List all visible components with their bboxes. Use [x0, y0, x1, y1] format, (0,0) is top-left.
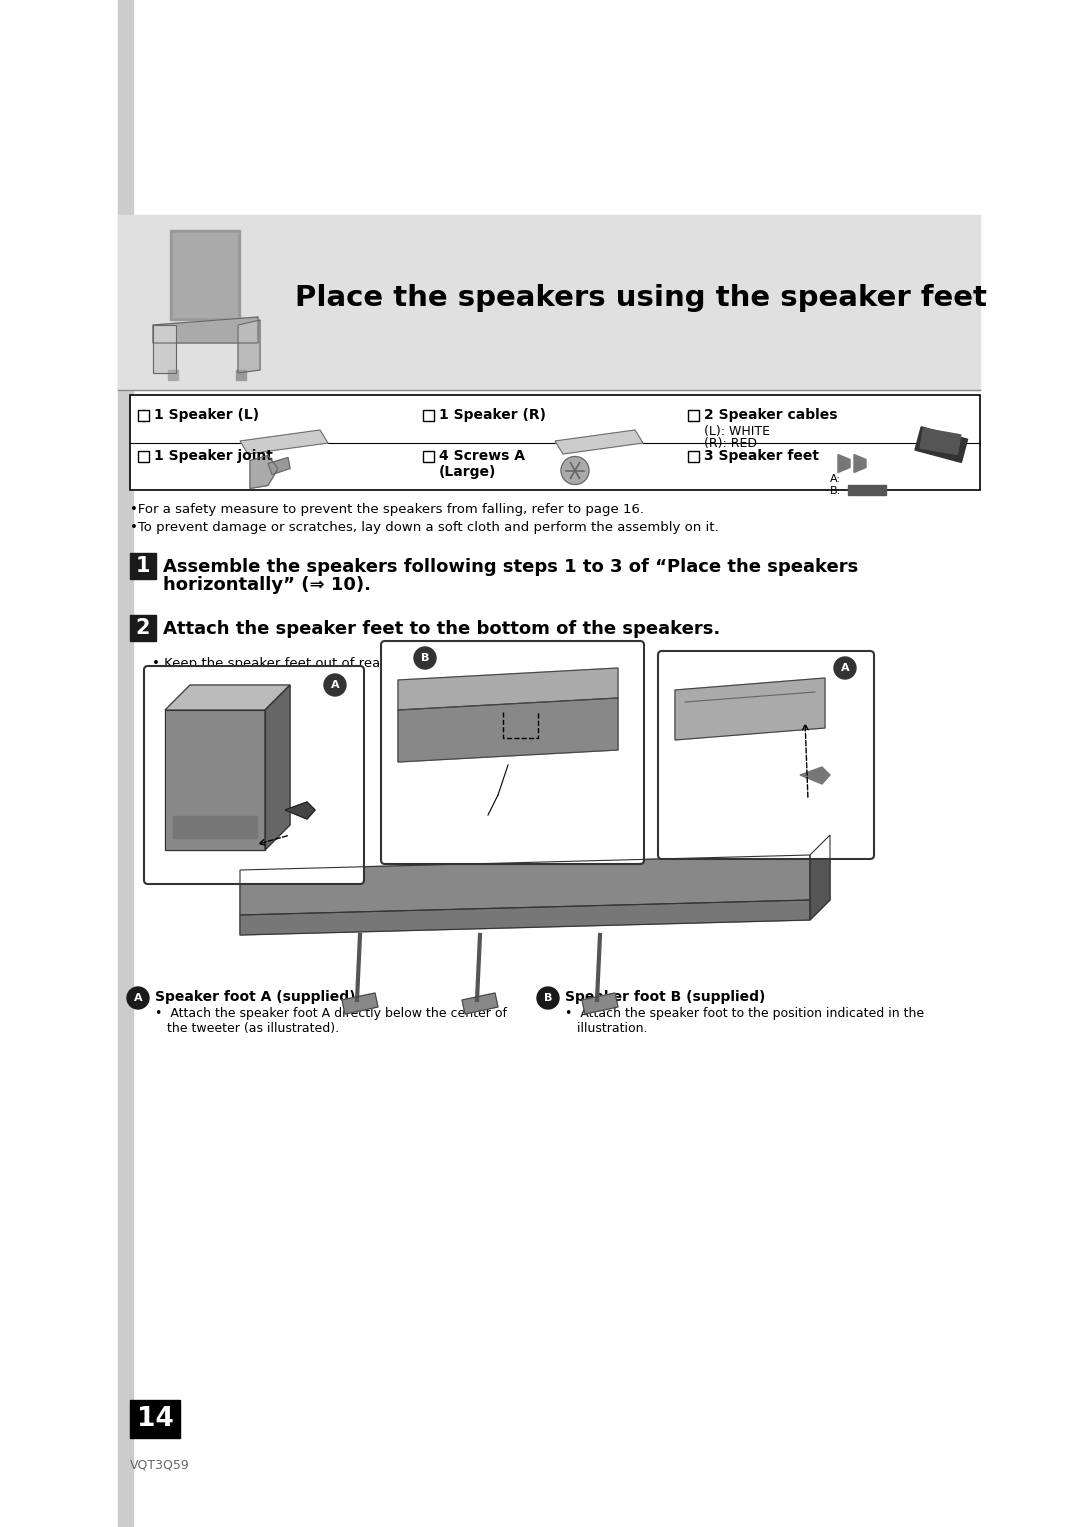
Bar: [915, 428, 968, 463]
Polygon shape: [165, 710, 265, 851]
Text: •  Attach the speaker foot A directly below the center of: • Attach the speaker foot A directly bel…: [156, 1006, 507, 1020]
Circle shape: [414, 647, 436, 669]
Polygon shape: [240, 855, 810, 915]
Text: Place the speakers using the speaker feet: Place the speakers using the speaker fee…: [295, 284, 987, 312]
Text: B: B: [544, 993, 552, 1003]
Polygon shape: [285, 802, 315, 818]
Polygon shape: [800, 767, 831, 783]
Bar: [423, 450, 434, 461]
Text: Speaker foot A (supplied): Speaker foot A (supplied): [156, 989, 355, 1003]
Text: 1 Speaker (R): 1 Speaker (R): [438, 409, 546, 423]
Polygon shape: [399, 667, 618, 710]
Polygon shape: [675, 678, 825, 741]
Bar: [237, 370, 246, 380]
FancyBboxPatch shape: [381, 641, 644, 864]
Text: A: A: [840, 663, 849, 673]
Polygon shape: [462, 993, 498, 1014]
Text: B: B: [421, 654, 429, 663]
Polygon shape: [399, 698, 618, 762]
Bar: [688, 411, 699, 421]
Bar: [130, 395, 980, 490]
Polygon shape: [555, 431, 643, 454]
Text: (Large): (Large): [438, 466, 497, 479]
Bar: [170, 231, 240, 321]
Text: VQT3Q59: VQT3Q59: [130, 1458, 190, 1471]
Text: 2: 2: [136, 618, 150, 638]
Bar: [173, 815, 257, 838]
Text: horizontally” (⇒ 10).: horizontally” (⇒ 10).: [163, 576, 372, 594]
Bar: [130, 1400, 180, 1438]
Polygon shape: [153, 318, 258, 344]
Bar: [118, 0, 133, 1527]
Text: A:: A:: [831, 473, 841, 484]
Bar: [423, 411, 434, 421]
Polygon shape: [810, 835, 831, 919]
FancyBboxPatch shape: [144, 666, 364, 884]
Bar: [168, 370, 178, 380]
Text: Attach the speaker feet to the bottom of the speakers.: Attach the speaker feet to the bottom of…: [163, 620, 720, 638]
Text: 1 Speaker joint: 1 Speaker joint: [154, 449, 273, 463]
Polygon shape: [240, 899, 810, 935]
Text: A: A: [134, 993, 143, 1003]
Text: 1 Speaker (L): 1 Speaker (L): [154, 409, 259, 423]
Text: (L): WHITE: (L): WHITE: [704, 425, 770, 438]
Circle shape: [127, 986, 149, 1009]
Text: illustration.: illustration.: [565, 1022, 648, 1035]
Text: •For a safety measure to prevent the speakers from falling, refer to page 16.: •For a safety measure to prevent the spe…: [130, 502, 644, 516]
Bar: [130, 553, 156, 579]
Bar: [130, 395, 980, 490]
Polygon shape: [268, 458, 291, 475]
Bar: [130, 615, 156, 641]
Polygon shape: [342, 993, 378, 1014]
Text: • Keep the speaker feet out of reach of children to prevent swallowing.: • Keep the speaker feet out of reach of …: [152, 657, 626, 670]
Bar: [848, 484, 886, 495]
Circle shape: [324, 673, 346, 696]
Polygon shape: [249, 455, 278, 489]
Text: •To prevent damage or scratches, lay down a soft cloth and perform the assembly : •To prevent damage or scratches, lay dow…: [130, 521, 718, 534]
Polygon shape: [838, 455, 850, 472]
Polygon shape: [153, 325, 176, 373]
Bar: [173, 234, 237, 318]
Bar: [688, 450, 699, 461]
Text: Speaker foot B (supplied): Speaker foot B (supplied): [565, 989, 766, 1003]
Bar: [138, 450, 149, 461]
Polygon shape: [238, 321, 260, 373]
Text: the tweeter (as illustrated).: the tweeter (as illustrated).: [156, 1022, 339, 1035]
FancyBboxPatch shape: [658, 651, 874, 860]
Polygon shape: [854, 455, 866, 472]
Text: Assemble the speakers following steps 1 to 3 of “Place the speakers: Assemble the speakers following steps 1 …: [163, 557, 859, 576]
Bar: [920, 428, 961, 455]
Bar: [118, 215, 980, 389]
Text: A: A: [330, 680, 339, 690]
Polygon shape: [265, 686, 291, 851]
Text: B:: B:: [831, 486, 841, 495]
Text: 2 Speaker cables: 2 Speaker cables: [704, 409, 837, 423]
Circle shape: [834, 657, 856, 680]
Circle shape: [537, 986, 559, 1009]
Bar: [138, 411, 149, 421]
Text: (R): RED: (R): RED: [704, 437, 757, 450]
Circle shape: [561, 457, 589, 484]
Text: 4 Screws A: 4 Screws A: [438, 449, 525, 463]
Polygon shape: [582, 993, 618, 1014]
Text: 14: 14: [137, 1406, 174, 1432]
Polygon shape: [165, 686, 291, 710]
Text: 3 Speaker feet: 3 Speaker feet: [704, 449, 819, 463]
Polygon shape: [240, 431, 328, 454]
Text: •  Attach the speaker foot to the position indicated in the: • Attach the speaker foot to the positio…: [565, 1006, 924, 1020]
Text: 1: 1: [136, 556, 150, 576]
